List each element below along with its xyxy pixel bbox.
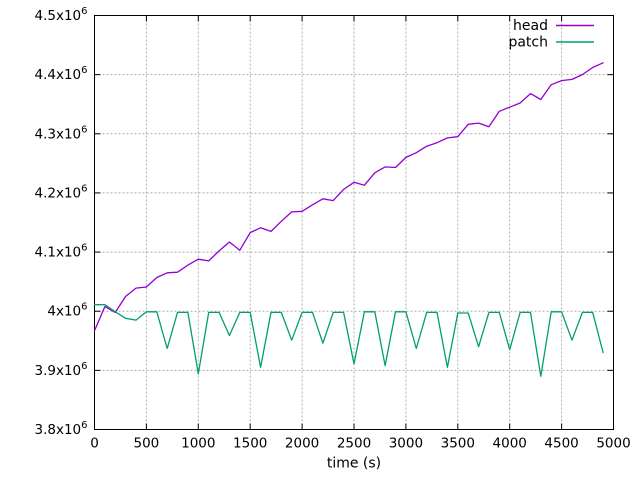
legend-label-patch: patch <box>508 35 548 51</box>
x-tick-label: 1000 <box>181 436 215 452</box>
x-tick-label: 3500 <box>441 436 475 452</box>
grid <box>94 15 614 430</box>
plot-border <box>94 15 614 430</box>
x-tick-label: 1500 <box>233 436 267 452</box>
legend-label-head: head <box>513 18 548 34</box>
x-tick-label: 2500 <box>337 436 371 452</box>
series-line-patch <box>93 304 604 377</box>
y-tick-label: 3.8x106 <box>34 420 87 438</box>
x-tick-label: 500 <box>134 436 160 452</box>
y-tick-label: 4.5x106 <box>34 6 87 24</box>
x-tick-label: 3000 <box>389 436 423 452</box>
x-tick-label: 4500 <box>544 436 578 452</box>
y-tick-label: 4x106 <box>47 302 87 320</box>
y-tick-label: 4.4x106 <box>34 65 87 83</box>
x-tick-label: 5000 <box>596 436 630 452</box>
tick-marks <box>94 15 614 430</box>
y-tick-label: 4.3x106 <box>34 124 87 142</box>
series-line-head <box>93 62 604 332</box>
y-tick-label: 4.2x106 <box>34 183 87 201</box>
x-tick-label: 0 <box>90 436 99 452</box>
y-tick-label: 4.1x106 <box>34 243 87 261</box>
x-tick-label: 4000 <box>493 436 527 452</box>
x-axis-label: time (s) <box>327 456 381 472</box>
x-tick-label: 2000 <box>285 436 319 452</box>
y-tick-label: 3.9x106 <box>34 361 87 379</box>
